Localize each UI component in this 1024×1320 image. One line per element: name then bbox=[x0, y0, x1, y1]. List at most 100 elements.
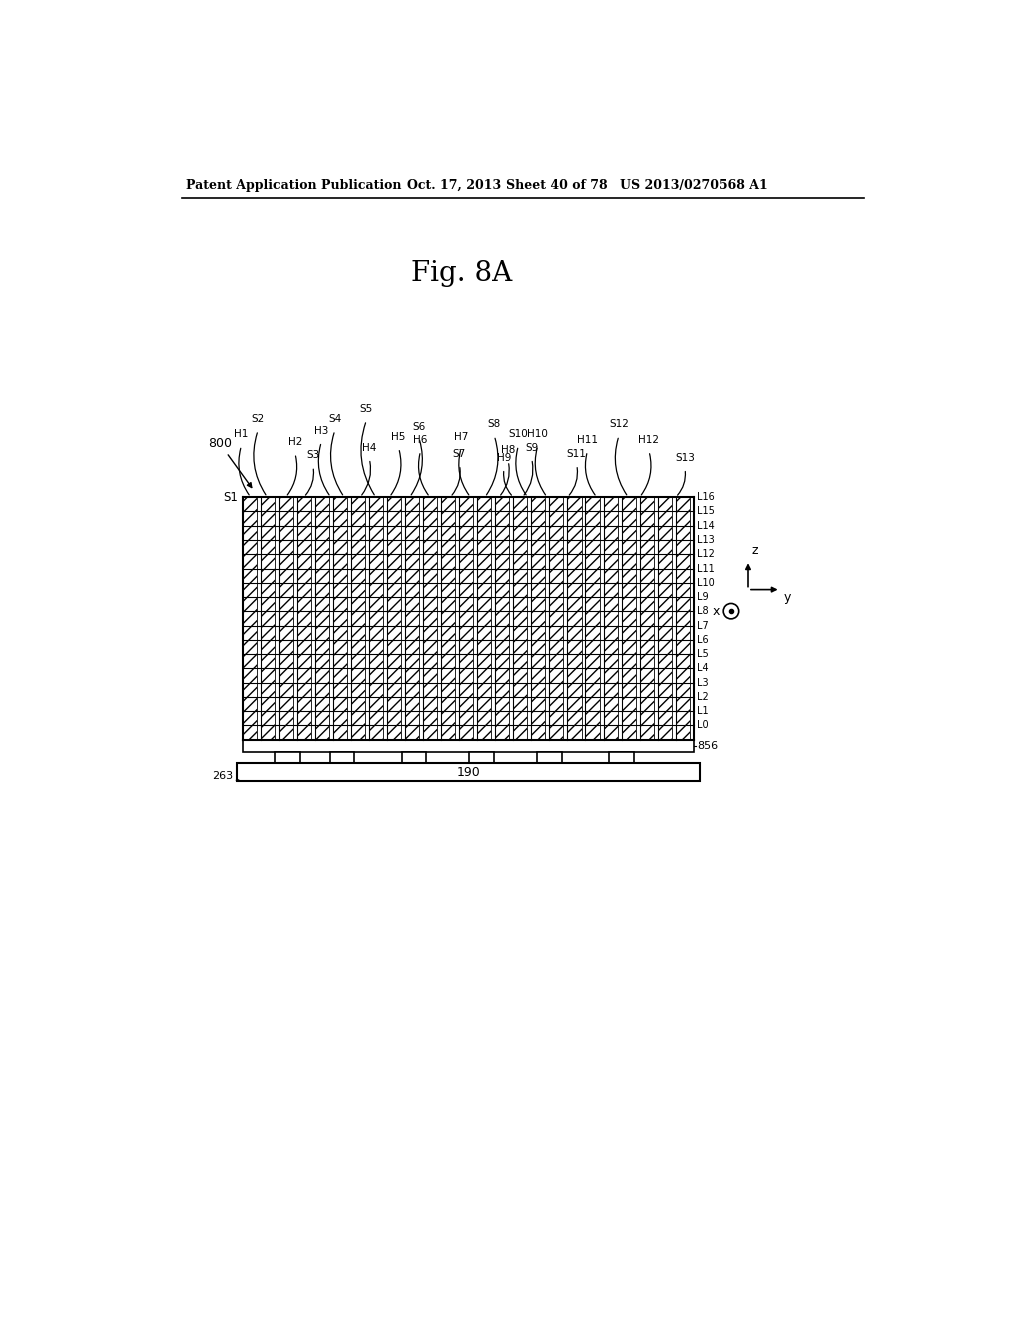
Text: L0: L0 bbox=[697, 721, 709, 730]
Bar bbox=[496, 498, 509, 739]
Bar bbox=[243, 498, 257, 739]
Bar bbox=[603, 498, 617, 739]
Bar bbox=[657, 498, 672, 739]
Bar bbox=[527, 498, 531, 739]
Bar bbox=[690, 498, 693, 739]
Bar bbox=[537, 752, 562, 763]
Bar bbox=[387, 498, 401, 739]
Text: L8: L8 bbox=[697, 606, 709, 616]
Text: L6: L6 bbox=[697, 635, 709, 645]
Bar bbox=[509, 498, 513, 739]
Text: S9: S9 bbox=[525, 442, 539, 453]
Bar bbox=[369, 498, 383, 739]
Bar bbox=[441, 498, 456, 739]
Bar bbox=[563, 498, 567, 739]
Text: L13: L13 bbox=[697, 535, 715, 545]
Bar bbox=[473, 498, 477, 739]
Text: Patent Application Publication: Patent Application Publication bbox=[186, 178, 401, 191]
Text: 263: 263 bbox=[212, 771, 233, 781]
Bar bbox=[676, 498, 690, 739]
Text: S10: S10 bbox=[509, 429, 528, 440]
Text: H12: H12 bbox=[638, 434, 659, 445]
Bar bbox=[419, 498, 423, 739]
Text: S5: S5 bbox=[359, 404, 373, 414]
Text: S8: S8 bbox=[487, 420, 501, 429]
Text: S12: S12 bbox=[609, 420, 629, 429]
Text: H11: H11 bbox=[577, 434, 598, 445]
Text: H3: H3 bbox=[314, 425, 329, 436]
Bar bbox=[617, 498, 622, 739]
Text: L16: L16 bbox=[697, 492, 715, 502]
Text: L4: L4 bbox=[697, 664, 709, 673]
Text: L12: L12 bbox=[697, 549, 715, 560]
Text: S1: S1 bbox=[223, 491, 238, 504]
Text: 800: 800 bbox=[208, 437, 252, 487]
Bar bbox=[347, 498, 351, 739]
Bar bbox=[469, 752, 495, 763]
Text: 856: 856 bbox=[697, 741, 718, 751]
Bar bbox=[492, 498, 496, 739]
Bar bbox=[401, 498, 406, 739]
Text: S3: S3 bbox=[306, 450, 319, 461]
Text: L9: L9 bbox=[697, 593, 709, 602]
Bar bbox=[383, 498, 387, 739]
Bar bbox=[640, 498, 653, 739]
Text: L3: L3 bbox=[697, 677, 709, 688]
Text: S13: S13 bbox=[675, 453, 695, 462]
Bar bbox=[550, 498, 563, 739]
Bar bbox=[293, 498, 297, 739]
Text: S2: S2 bbox=[252, 414, 265, 424]
Text: S7: S7 bbox=[453, 449, 466, 459]
Text: H6: H6 bbox=[414, 434, 428, 445]
Bar bbox=[582, 498, 586, 739]
Text: L15: L15 bbox=[697, 507, 715, 516]
Text: H7: H7 bbox=[454, 432, 468, 442]
Bar bbox=[243, 739, 693, 752]
Text: Fig. 8A: Fig. 8A bbox=[411, 260, 512, 286]
Text: S11: S11 bbox=[567, 449, 587, 459]
Text: L1: L1 bbox=[697, 706, 709, 717]
Text: H9: H9 bbox=[497, 453, 511, 462]
Bar bbox=[274, 498, 279, 739]
Text: S4: S4 bbox=[329, 414, 342, 424]
Text: L10: L10 bbox=[697, 578, 715, 587]
Bar bbox=[600, 498, 603, 739]
Bar bbox=[261, 498, 274, 739]
Bar bbox=[257, 498, 261, 739]
Bar bbox=[456, 498, 459, 739]
Bar bbox=[546, 498, 550, 739]
Text: H5: H5 bbox=[391, 432, 406, 442]
Bar bbox=[586, 498, 600, 739]
Bar bbox=[275, 752, 300, 763]
Bar bbox=[365, 498, 369, 739]
Bar bbox=[567, 498, 582, 739]
Text: H4: H4 bbox=[362, 442, 377, 453]
Text: L7: L7 bbox=[697, 620, 709, 631]
Bar bbox=[237, 763, 700, 781]
Bar bbox=[406, 498, 419, 739]
Text: L14: L14 bbox=[697, 520, 715, 531]
Text: x: x bbox=[713, 605, 720, 618]
Bar bbox=[672, 498, 676, 739]
Bar bbox=[513, 498, 527, 739]
Bar bbox=[531, 498, 546, 739]
Bar bbox=[636, 498, 640, 739]
Bar bbox=[279, 498, 293, 739]
Bar bbox=[423, 498, 437, 739]
Text: y: y bbox=[783, 591, 791, 605]
Text: L2: L2 bbox=[697, 692, 709, 702]
Bar bbox=[311, 498, 314, 739]
Bar bbox=[459, 498, 473, 739]
Text: S6: S6 bbox=[413, 422, 426, 432]
Text: H10: H10 bbox=[527, 429, 548, 440]
Bar bbox=[437, 498, 441, 739]
Bar bbox=[351, 498, 365, 739]
Text: H2: H2 bbox=[288, 437, 302, 447]
Bar bbox=[297, 498, 311, 739]
Text: 190: 190 bbox=[457, 766, 480, 779]
Text: H1: H1 bbox=[234, 429, 249, 440]
Bar bbox=[329, 498, 333, 739]
Text: US 2013/0270568 A1: US 2013/0270568 A1 bbox=[621, 178, 768, 191]
Bar bbox=[622, 498, 636, 739]
Text: z: z bbox=[751, 544, 758, 557]
